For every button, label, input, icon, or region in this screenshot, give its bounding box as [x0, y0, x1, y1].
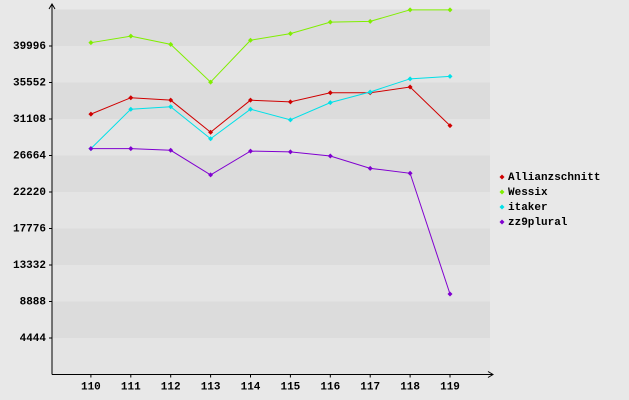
grid-band [52, 9, 490, 46]
x-tick-label: 116 [320, 381, 340, 393]
x-tick-label: 112 [161, 381, 181, 393]
legend-marker [499, 219, 505, 225]
y-tick-label: 13332 [13, 260, 46, 272]
legend-marker [499, 174, 505, 180]
point [287, 31, 293, 37]
series-line [90, 148, 451, 295]
point [367, 18, 373, 24]
legend-marker [499, 204, 505, 210]
y-tick-label: 17776 [13, 223, 46, 235]
y-tick-label: 31108 [13, 114, 46, 126]
point [407, 7, 413, 13]
point [208, 129, 214, 135]
x-tick-label: 113 [201, 381, 221, 393]
y-tick-label: 26664 [13, 150, 46, 162]
point [327, 90, 333, 96]
point [407, 84, 413, 90]
series-line [90, 9, 450, 83]
legend-label: Wessix [508, 187, 548, 199]
point [367, 165, 373, 171]
x-axis-arrow [487, 371, 494, 378]
y-tick-label: 8888 [20, 296, 47, 308]
y-axis-arrow [48, 3, 56, 10]
legend-label: zz9plural [508, 217, 568, 229]
point [287, 149, 293, 155]
point [248, 106, 253, 112]
legend-marker [499, 189, 505, 195]
y-tick-label: 22220 [13, 187, 46, 199]
y-tick-label: 35552 [13, 77, 46, 89]
point [248, 37, 253, 43]
series-line [90, 86, 451, 133]
point [88, 146, 94, 152]
x-tick-label: 114 [241, 381, 261, 393]
point [407, 170, 413, 176]
point [327, 100, 333, 106]
point [287, 99, 293, 105]
point [208, 79, 214, 85]
x-tick-label: 111 [121, 381, 141, 393]
point [128, 33, 134, 39]
point [128, 106, 134, 112]
point [208, 136, 214, 142]
x-tick-label: 118 [400, 381, 420, 393]
grid-band [52, 155, 490, 192]
point [208, 172, 214, 178]
point [248, 148, 253, 154]
legend-label: itaker [508, 202, 548, 214]
point [88, 111, 94, 117]
point [168, 97, 174, 103]
point [248, 97, 253, 103]
x-tick-label: 117 [360, 381, 380, 393]
point [168, 104, 174, 110]
x-tick-label: 110 [81, 381, 101, 393]
grid-band [52, 228, 490, 265]
point [128, 95, 134, 101]
y-tick-label: 4444 [20, 333, 47, 345]
point [447, 73, 453, 79]
point [367, 89, 373, 95]
point [88, 40, 94, 46]
point [327, 19, 333, 25]
point [447, 123, 453, 129]
y-tick-label: 39996 [13, 41, 46, 53]
x-tick-label: 119 [440, 381, 460, 393]
x-tick-label: 115 [280, 381, 300, 393]
point [168, 147, 174, 153]
point [407, 76, 413, 82]
point [327, 153, 333, 159]
point [168, 41, 174, 47]
grid-band [52, 301, 490, 338]
legend-label: Allianzschnitt [508, 172, 600, 184]
point [447, 7, 453, 13]
series-line [90, 75, 451, 149]
point [128, 146, 134, 152]
point [287, 117, 293, 123]
point [447, 291, 453, 297]
